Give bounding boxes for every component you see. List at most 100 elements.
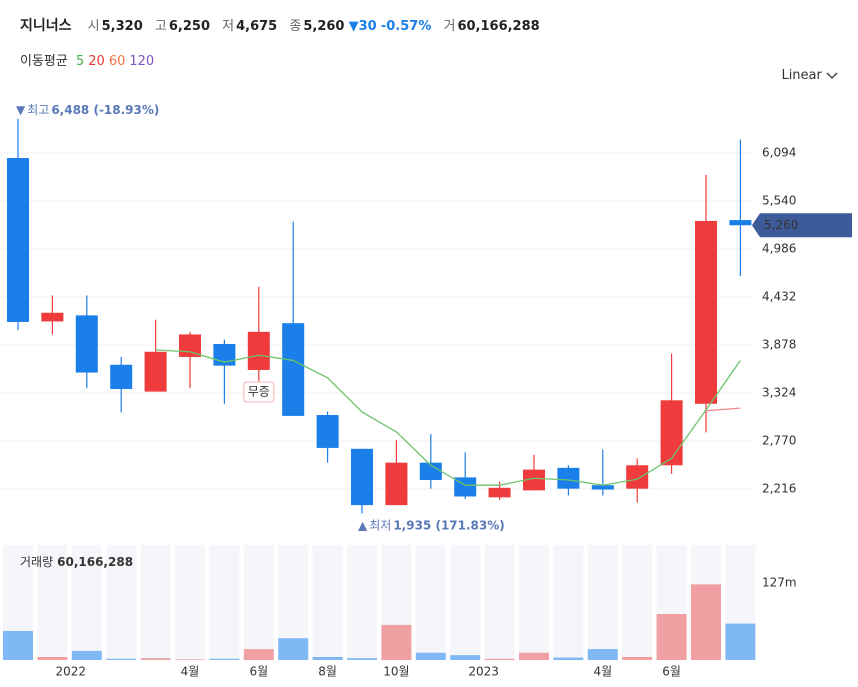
y-tick-label: 5,540 xyxy=(762,194,796,208)
y-tick-label: 6,094 xyxy=(762,146,796,160)
volume-bar xyxy=(71,650,102,660)
volume-column-bg xyxy=(553,545,584,660)
open: 5,320 xyxy=(101,19,143,34)
candle-body xyxy=(626,465,649,489)
candle-body xyxy=(7,158,29,322)
volume-column-bg xyxy=(622,545,653,660)
volume-bar xyxy=(415,652,446,660)
volume-column-bg xyxy=(587,545,618,660)
volume-column-bg xyxy=(37,545,68,660)
annotation-part: 최저 xyxy=(369,518,391,532)
close: 5,260 xyxy=(303,19,345,34)
high: 6,250 xyxy=(168,19,210,34)
scale-toggle[interactable]: Linear xyxy=(781,68,838,83)
candle-body xyxy=(488,487,511,498)
quote-header: 지니너스 시 5,320 고 6,250 저 4,675 종 5,260 ▼30 -0.… xyxy=(20,15,540,35)
candle-body xyxy=(454,477,477,497)
annotation-part: 최고 xyxy=(27,102,49,116)
volume-column-bg xyxy=(381,545,412,660)
volume-column-bg xyxy=(209,545,240,660)
candle-body xyxy=(179,334,201,357)
y-tick-label: 3,878 xyxy=(762,338,796,352)
candle-body xyxy=(695,220,717,404)
chevron xyxy=(826,72,838,79)
volume-bar xyxy=(484,658,515,660)
volume-column-bg xyxy=(243,545,274,660)
price-tag-label: 5,260 xyxy=(764,218,798,232)
volume-column-bg xyxy=(725,545,756,660)
ma-legend-item: 60 xyxy=(108,54,126,69)
candle-body xyxy=(351,448,373,506)
volume-bar xyxy=(140,658,171,660)
volume-bar xyxy=(312,656,343,660)
volume-column-bg xyxy=(106,545,137,660)
volume-bar xyxy=(519,652,549,660)
label: 저 xyxy=(222,19,235,34)
volume-bar xyxy=(175,659,205,660)
min-annotation: ▲ 최저 1,935 (171.83%) xyxy=(358,518,505,532)
candle-body xyxy=(419,462,442,481)
volume-bar xyxy=(725,623,756,660)
y-tick-label: 2,770 xyxy=(762,434,796,448)
volume-column-bg xyxy=(175,545,205,660)
y-tick-label: 4,986 xyxy=(762,242,796,256)
y-tick-label: 3,324 xyxy=(762,386,796,400)
volume-column-bg xyxy=(3,545,33,660)
scale-mode: Linear xyxy=(781,68,822,83)
x-tick-label: 4월 xyxy=(181,665,200,679)
volume-bar xyxy=(106,658,137,660)
volume-column-bg xyxy=(278,545,309,660)
annotation-part: 6,488 (-18.93%) xyxy=(51,102,159,116)
volume-column-bg xyxy=(347,545,377,660)
volume-bar xyxy=(553,657,584,660)
candle-body xyxy=(729,220,752,226)
candle-body xyxy=(523,469,545,491)
volume-bar xyxy=(656,614,687,660)
volume-column-bg xyxy=(312,545,343,660)
volume-bar xyxy=(209,658,240,660)
candle-body xyxy=(110,364,133,390)
volume-tick-label: 127m xyxy=(762,576,797,590)
ma-title: 이동평균 xyxy=(20,54,68,69)
volume-column-bg xyxy=(450,545,481,660)
candle-body xyxy=(247,331,270,370)
candle-body xyxy=(144,351,167,392)
candle-body xyxy=(41,312,64,322)
y-tick-label: 2,216 xyxy=(762,482,796,496)
volume-column-bg xyxy=(71,545,102,660)
candle-body xyxy=(385,462,408,506)
x-tick-label: 8월 xyxy=(318,665,337,679)
volume-column-bg xyxy=(656,545,687,660)
event-box xyxy=(243,381,275,403)
ma-legend-item: 5 xyxy=(75,54,85,69)
ma-line xyxy=(705,407,741,412)
volume-bar xyxy=(3,630,33,660)
volume-bar xyxy=(450,655,481,660)
x-tick-label: 4월 xyxy=(593,665,612,679)
candle-body xyxy=(75,315,98,373)
stock-name: 지니너스 xyxy=(20,18,72,34)
annotation-part: ▲ xyxy=(358,518,368,532)
label: 종 xyxy=(289,19,302,34)
low: 4,675 xyxy=(236,19,278,34)
y-tick-label: 4,432 xyxy=(762,290,796,304)
candle-body xyxy=(316,415,339,448)
price-tag xyxy=(752,213,852,238)
label: 시 xyxy=(87,19,100,34)
candle-body xyxy=(282,323,305,416)
ma-legend-item: 20 xyxy=(88,54,105,69)
candle-body xyxy=(557,467,580,489)
volume-bar xyxy=(622,656,653,660)
candle-body xyxy=(591,485,614,490)
change-marker: ▼ xyxy=(348,19,359,34)
candle-body xyxy=(213,343,236,366)
label: 고 xyxy=(154,19,167,34)
ma-legend: 이동평균 5 20 60 120 xyxy=(20,50,154,69)
volume-column-bg xyxy=(691,545,721,660)
x-tick-label: 2022 xyxy=(56,665,87,679)
volume-bar xyxy=(587,649,618,660)
volume-bar xyxy=(37,656,68,660)
change-pct: -0.57% xyxy=(380,19,432,34)
max-annotation: ▼ 최고 6,488 (-18.93%) xyxy=(16,102,159,116)
